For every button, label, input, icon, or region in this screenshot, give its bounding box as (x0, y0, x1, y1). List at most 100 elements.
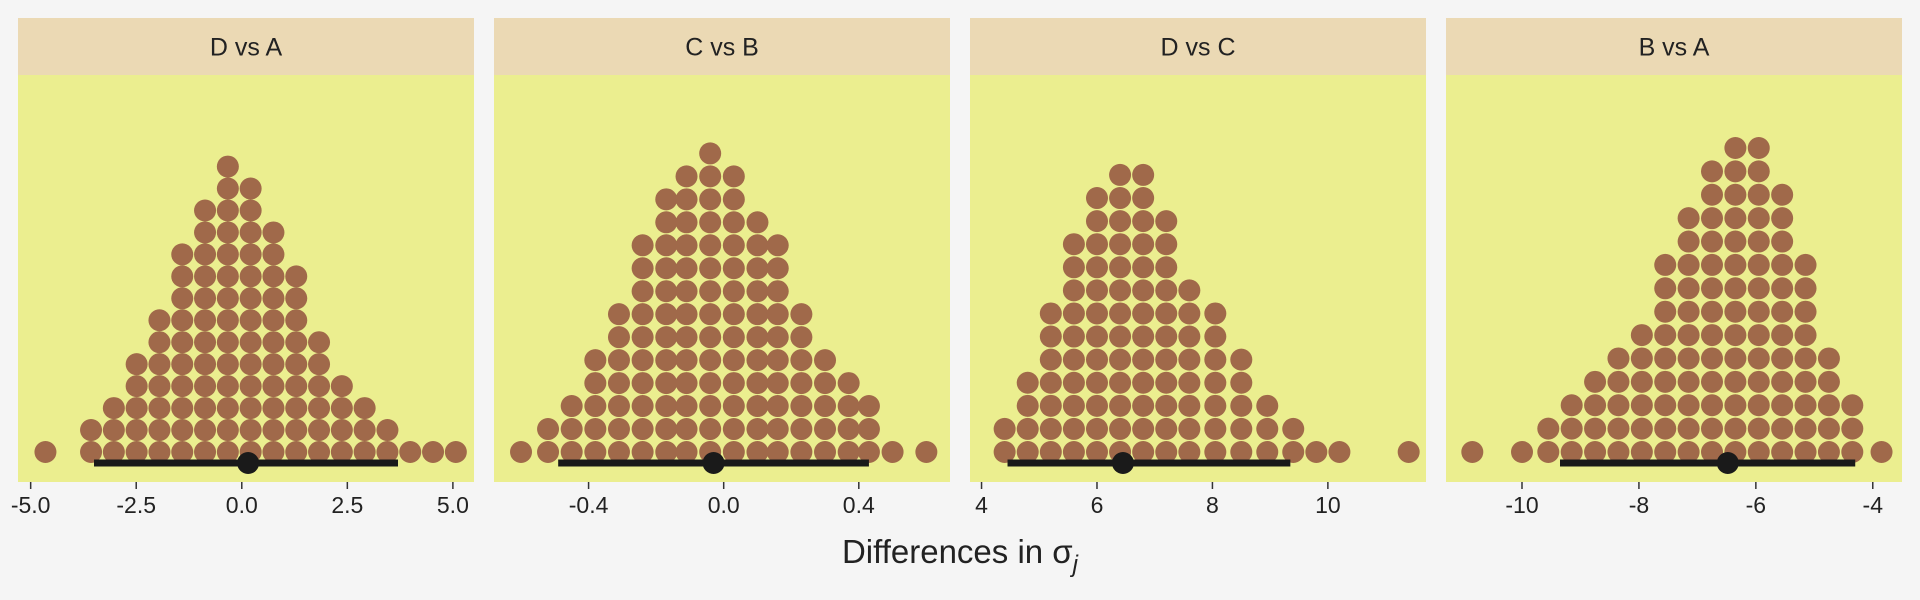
dot (584, 418, 607, 441)
dot (1085, 210, 1108, 233)
dot (34, 441, 57, 463)
dot (584, 441, 607, 463)
dot (1085, 302, 1108, 325)
dot (1630, 370, 1653, 393)
dot (125, 441, 148, 463)
dot (1109, 302, 1132, 325)
dot (1109, 325, 1132, 348)
dot (148, 441, 171, 463)
dot (330, 441, 353, 463)
dot (1630, 417, 1653, 440)
panel-3: D vs C 4 6 8 10 (970, 18, 1426, 518)
dot (1584, 417, 1607, 440)
dot (1461, 441, 1484, 463)
dot (1560, 417, 1583, 440)
dot (766, 418, 789, 441)
dot (1817, 441, 1840, 463)
dot (1677, 347, 1700, 370)
dot (1817, 347, 1840, 370)
dot (194, 243, 217, 266)
dot (1794, 253, 1817, 276)
dot (102, 441, 125, 463)
dot (857, 395, 880, 418)
dot (1537, 417, 1560, 440)
dot (1701, 417, 1723, 440)
dot (607, 418, 630, 441)
dot (1062, 371, 1085, 394)
dot (171, 353, 194, 376)
dot (194, 353, 217, 376)
dot (1328, 441, 1351, 463)
dot (1841, 441, 1864, 463)
dot (699, 303, 722, 326)
panels: D vs A -5.0 -2.5 0.0 2.5 5.0 C vs B -0.4 0.0 0.4 D… (11, 18, 1902, 518)
dot (631, 418, 654, 441)
panel-strip (494, 18, 950, 75)
dot (814, 418, 837, 441)
x-tick-label: 2.5 (331, 492, 363, 518)
dot (1747, 347, 1770, 370)
x-tick-label: -10 (1505, 492, 1538, 518)
dot (655, 234, 678, 257)
dot (1109, 163, 1132, 186)
dot (607, 326, 630, 349)
dot (285, 419, 308, 442)
dot (1282, 441, 1305, 463)
dot (1701, 394, 1723, 417)
dot (262, 243, 285, 266)
dot (1607, 347, 1630, 370)
dot (1537, 441, 1560, 463)
dot (1132, 233, 1155, 256)
dot (1794, 394, 1817, 417)
dot (993, 441, 1016, 463)
dot (1724, 253, 1747, 276)
dot (699, 372, 722, 395)
dot (1724, 137, 1747, 159)
dot (1256, 441, 1279, 463)
dot (1155, 441, 1178, 463)
dot (1724, 370, 1747, 393)
dot (746, 234, 769, 257)
dot (746, 303, 769, 326)
dot (194, 419, 217, 442)
dot (148, 419, 171, 442)
dot (1132, 417, 1155, 440)
dot (1204, 348, 1227, 371)
dot (1132, 441, 1155, 463)
dot (1654, 417, 1677, 440)
x-tick-label: -6 (1746, 492, 1766, 518)
dot (790, 303, 813, 326)
point-estimate (237, 452, 260, 474)
dot (675, 372, 698, 395)
dot (675, 188, 698, 211)
dot (655, 372, 678, 395)
dot (1204, 417, 1227, 440)
panel-4: B vs A -10 -8 -6 -4 (1446, 18, 1902, 518)
dot (1109, 256, 1132, 279)
x-tick-label: -0.4 (569, 492, 609, 518)
dot (766, 280, 789, 303)
dot (631, 395, 654, 418)
dot (239, 199, 262, 222)
dot (1630, 347, 1653, 370)
x-tick-label: 8 (1206, 492, 1219, 518)
dot (1771, 300, 1794, 323)
dot (1747, 277, 1770, 300)
dot (1039, 348, 1062, 371)
dot (631, 372, 654, 395)
dot (148, 331, 171, 354)
dot (262, 309, 285, 332)
dot (1677, 441, 1700, 463)
dot (881, 441, 904, 463)
dot (722, 165, 745, 188)
dot (722, 441, 745, 463)
dot (148, 397, 171, 420)
dot (631, 280, 654, 303)
dot (675, 280, 698, 303)
dot (399, 441, 422, 463)
dot (722, 326, 745, 349)
dot (285, 353, 308, 376)
dot (790, 395, 813, 418)
dot (1109, 371, 1132, 394)
